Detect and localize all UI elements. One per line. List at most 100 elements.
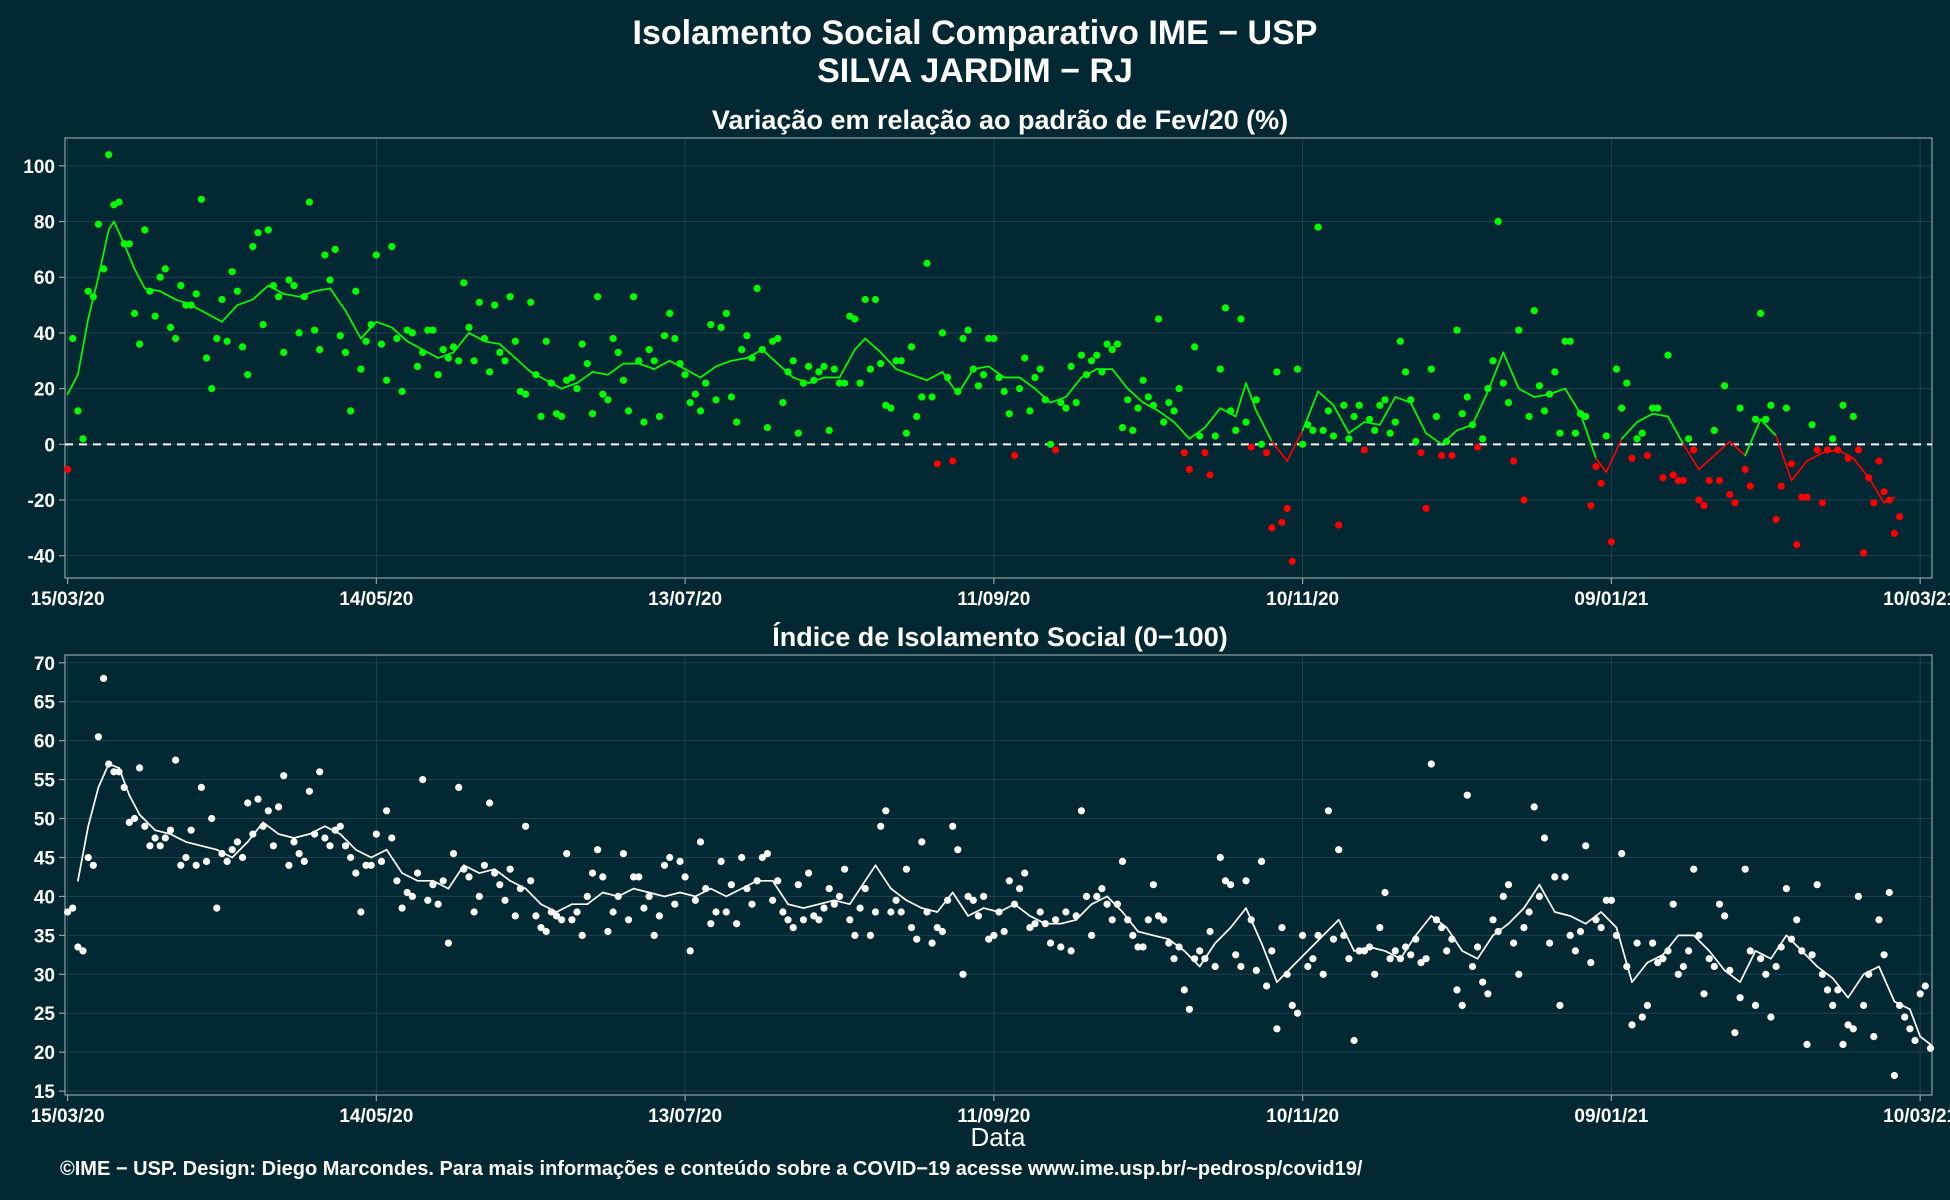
- p2-data-point: [655, 912, 664, 920]
- p2-data-point: [542, 927, 550, 936]
- p1-data-point: [588, 410, 597, 418]
- p1-data-point: [1669, 471, 1677, 479]
- p2-data-point: [1402, 943, 1410, 951]
- p1-data-point: [1818, 499, 1826, 507]
- p2-data-point: [1798, 947, 1806, 955]
- p1-data-point: [614, 348, 622, 356]
- p2-data-point: [357, 908, 365, 916]
- p1-moving-average-segment: [1409, 401, 1427, 435]
- p1-moving-average-segment: [1363, 421, 1381, 426]
- p1-data-point: [1396, 337, 1404, 345]
- p1-data-point: [1793, 541, 1801, 549]
- p1-data-point: [1052, 446, 1060, 454]
- p2-data-point: [1674, 970, 1682, 978]
- p2-moving-average-segment: [771, 879, 789, 906]
- p2-data-point: [1468, 962, 1477, 971]
- p1-data-point: [1834, 446, 1842, 454]
- p1-data-point: [583, 360, 591, 368]
- p2-moving-average-segment: [1229, 907, 1247, 929]
- p1-data-point: [645, 346, 653, 354]
- p1-data-point: [244, 371, 252, 379]
- p1-data-point: [290, 282, 298, 290]
- p2-data-point: [1170, 955, 1178, 963]
- p1-data-point: [547, 379, 555, 387]
- panel2-title: Índice de Isolamento Social (0−100): [772, 621, 1227, 652]
- p2-data-point: [1695, 931, 1703, 940]
- p1-data-point: [1072, 399, 1080, 407]
- p2-data-point: [1299, 931, 1307, 940]
- p1-moving-average-segment: [483, 340, 501, 345]
- p2-moving-average-segment: [1919, 1035, 1932, 1046]
- p2-data-point: [202, 857, 211, 866]
- p1-data-point: [733, 418, 741, 426]
- p1-data-point: [74, 407, 82, 415]
- p2-data-point: [630, 873, 638, 881]
- p2-moving-average-segment: [1152, 934, 1170, 941]
- p2-data-point: [383, 807, 391, 815]
- p2-data-point: [1669, 900, 1677, 908]
- p1-data-point: [413, 362, 422, 370]
- p2-data-point: [1376, 924, 1384, 932]
- p2-data-point: [1664, 947, 1672, 955]
- p1-data-point: [1643, 451, 1651, 460]
- p2-data-point: [429, 881, 437, 889]
- p1-data-point: [336, 332, 344, 340]
- p1-data-point: [79, 435, 87, 443]
- p2-data-point: [1721, 912, 1729, 920]
- p2-data-point: [1371, 970, 1379, 978]
- p1-data-point: [1391, 418, 1399, 426]
- p1-data-point: [779, 399, 787, 407]
- p1-data-point: [259, 321, 267, 329]
- p1-data-point: [280, 348, 288, 356]
- p1-data-point: [1386, 429, 1394, 437]
- p1-data-point: [1782, 404, 1790, 412]
- p1-data-point: [1067, 362, 1075, 370]
- p2-data-point: [1612, 931, 1621, 940]
- p2-data-point: [1263, 982, 1271, 990]
- p2-data-point: [1710, 962, 1718, 971]
- p1-data-point: [362, 337, 370, 345]
- p2-data-point: [1540, 834, 1549, 842]
- p1-moving-average-segment: [1698, 454, 1716, 471]
- p1-data-point: [1587, 502, 1595, 510]
- p1-data-point: [120, 240, 128, 248]
- p2-data-point: [151, 834, 159, 842]
- p1-data-point: [84, 287, 92, 295]
- p2-data-point: [1546, 939, 1554, 947]
- p2-data-point: [1690, 865, 1698, 873]
- p1-data-point: [1695, 496, 1703, 504]
- p1-moving-average-segment: [1348, 421, 1366, 435]
- p2-data-point: [177, 861, 185, 869]
- p2-plot-frame: [64, 654, 1933, 1096]
- p2-data-point: [913, 935, 921, 943]
- panel1-title: Variação em relação ao padrão de Fev/20 …: [712, 105, 1288, 135]
- p1-data-point: [1324, 407, 1332, 415]
- p1-data-point: [1170, 407, 1178, 415]
- p2-data-point: [552, 912, 561, 920]
- p2-data-point: [738, 853, 746, 862]
- p2-data-point: [465, 873, 473, 881]
- p1-data-point: [1350, 412, 1358, 421]
- p1-data-point: [64, 465, 72, 473]
- p1-y-tick-label: 40: [34, 324, 55, 345]
- p1-moving-average-segment: [576, 371, 594, 384]
- p2-data-point: [985, 935, 993, 943]
- p2-data-point: [1417, 959, 1425, 967]
- p1-data-point: [1659, 474, 1667, 482]
- p2-moving-average-segment: [1090, 895, 1108, 906]
- p2-y-tick-label: 60: [34, 732, 55, 753]
- p2-data-point: [558, 916, 566, 924]
- p1-moving-average-segment: [1564, 387, 1582, 415]
- p1-moving-average-segment: [133, 268, 146, 290]
- p2-moving-average-segment: [1847, 973, 1865, 999]
- p2-data-point: [1494, 927, 1502, 936]
- p2-data-point: [419, 776, 427, 784]
- p1-data-point: [1813, 446, 1821, 454]
- p2-data-point: [604, 927, 612, 936]
- p1-data-point: [861, 295, 869, 304]
- p2-data-point: [1026, 924, 1034, 932]
- p1-data-point: [1896, 513, 1904, 521]
- p2-data-point: [182, 853, 190, 862]
- p1-data-point: [1154, 315, 1163, 323]
- p2-moving-average-segment: [905, 899, 923, 909]
